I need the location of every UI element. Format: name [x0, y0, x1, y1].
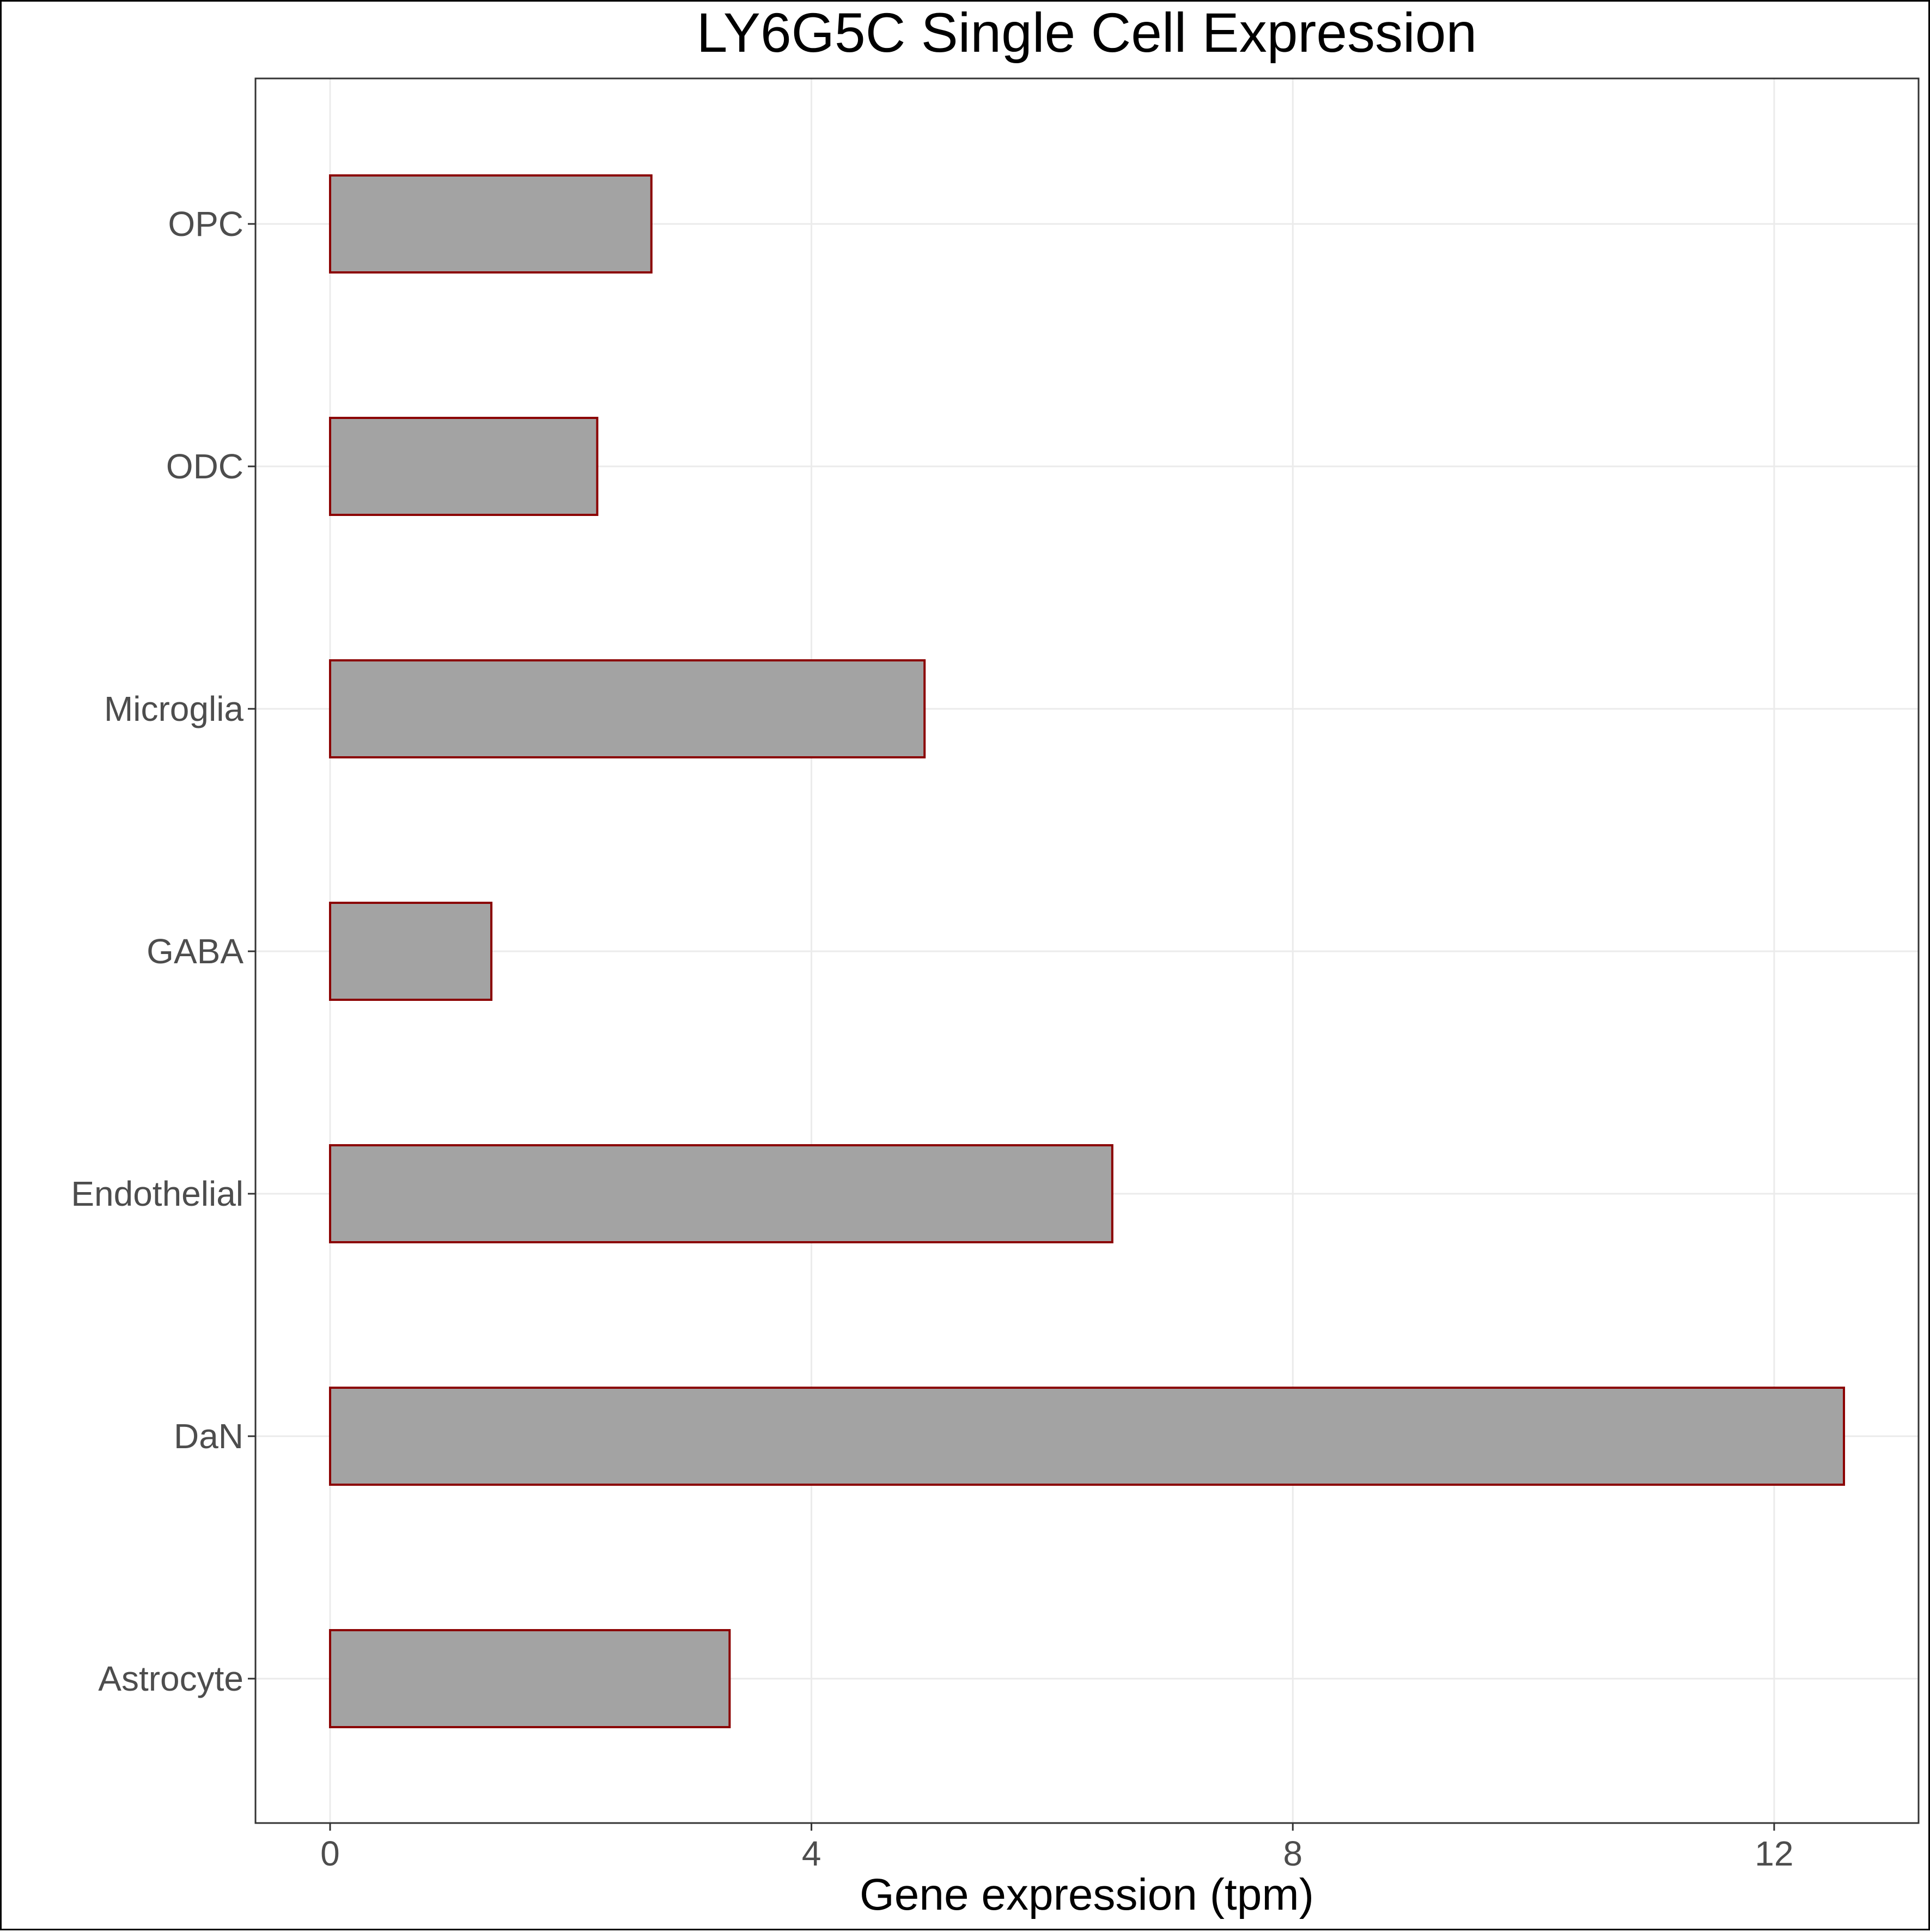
- bar-microglia: [328, 659, 926, 758]
- y-tick-label: OPC: [168, 204, 243, 244]
- x-tick-label: 12: [1755, 1834, 1793, 1873]
- y-tick-label: DaN: [174, 1417, 243, 1456]
- y-axis: Astrocyte DaN Endothelial GABA Microglia ODC O…: [71, 204, 255, 1698]
- y-tick-label: Endothelial: [71, 1174, 243, 1213]
- bar-opc: [328, 174, 653, 274]
- bars: [328, 174, 1846, 1728]
- bar-dan: [328, 1387, 1846, 1486]
- x-tick-label: 8: [1283, 1834, 1302, 1873]
- chart-title: LY6G5C Single Cell Expression: [697, 2, 1477, 64]
- x-axis-title: Gene expression (tpm): [860, 1870, 1314, 1919]
- y-tick-label: Astrocyte: [98, 1659, 243, 1698]
- bar-odc: [328, 417, 599, 516]
- x-axis: 0 4 8 12: [320, 1823, 1793, 1873]
- x-tick-label: 0: [320, 1834, 340, 1873]
- bar-endothelial: [328, 1144, 1113, 1243]
- bar-gaba: [328, 902, 492, 1001]
- x-tick-label: 4: [802, 1834, 821, 1873]
- bar-astrocyte: [328, 1629, 731, 1728]
- y-tick-label: GABA: [147, 932, 243, 971]
- grid-lines: [255, 78, 1919, 1823]
- y-tick-label: ODC: [166, 447, 243, 486]
- y-tick-label: Microglia: [104, 689, 243, 728]
